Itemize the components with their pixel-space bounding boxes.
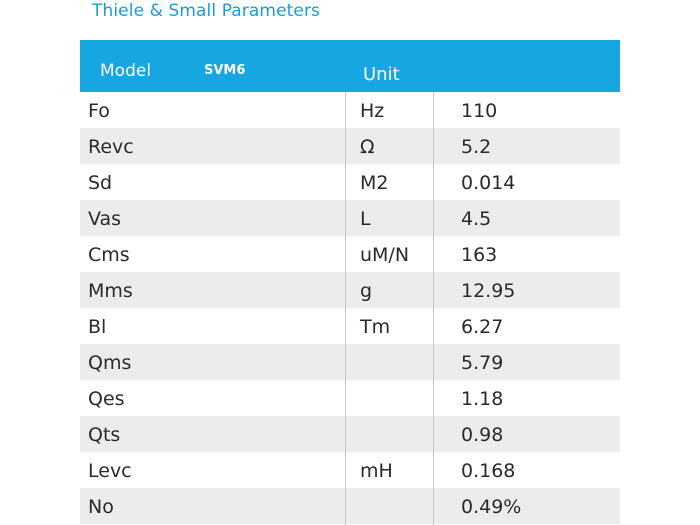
document-title: Thiele & Small Parameters xyxy=(92,1,321,21)
header-model-label: Model xyxy=(100,61,152,81)
table-row: Revc Ω 5.2 xyxy=(80,128,620,164)
param-unit: mH xyxy=(360,460,393,482)
table-body: Fo Hz 110 Revc Ω 5.2 Sd M2 0.014 Vas L 4.5 Cms uM/N 16… xyxy=(80,92,620,524)
parameters-table: Model SVM6 Unit Fo Hz 110 Revc Ω 5.2 Sd M2 0.014… xyxy=(80,40,620,524)
table-row: Cms uM/N 163 xyxy=(80,236,620,272)
param-value: 6.27 xyxy=(461,316,504,338)
param-name: Levc xyxy=(88,460,132,482)
param-value: 4.5 xyxy=(461,208,492,230)
table-row: Levc mH 0.168 xyxy=(80,452,620,488)
param-value: 0.168 xyxy=(461,460,516,482)
table-header: Model SVM6 Unit xyxy=(80,40,620,92)
table-row: Vas L 4.5 xyxy=(80,200,620,236)
param-name: No xyxy=(88,496,114,518)
param-value: 0.98 xyxy=(461,424,504,446)
table-row: No 0.49% xyxy=(80,488,620,524)
param-name: Vas xyxy=(88,208,122,230)
param-value: 0.49% xyxy=(461,496,522,518)
param-unit: Ω xyxy=(360,136,375,158)
column-divider-unit xyxy=(345,92,346,525)
table-row: Qes 1.18 xyxy=(80,380,620,416)
param-value: 110 xyxy=(461,100,498,122)
param-unit: Tm xyxy=(360,316,391,338)
table-row: Mms g 12.95 xyxy=(80,272,620,308)
param-name: Qes xyxy=(88,388,125,410)
param-unit: g xyxy=(360,280,373,302)
table-row: Bl Tm 6.27 xyxy=(80,308,620,344)
param-unit: L xyxy=(360,208,371,230)
param-unit: M2 xyxy=(360,172,389,194)
param-value: 5.79 xyxy=(461,352,504,374)
param-name: Qms xyxy=(88,352,132,374)
param-name: Revc xyxy=(88,136,134,158)
header-model-value: SVM6 xyxy=(204,63,246,78)
table-row: Qts 0.98 xyxy=(80,416,620,452)
header-unit-label: Unit xyxy=(363,64,400,85)
param-name: Sd xyxy=(88,172,113,194)
param-value: 12.95 xyxy=(461,280,516,302)
param-unit: uM/N xyxy=(360,244,410,266)
param-name: Qts xyxy=(88,424,121,446)
param-name: Bl xyxy=(88,316,107,338)
table-row: Fo Hz 110 xyxy=(80,92,620,128)
param-value: 1.18 xyxy=(461,388,504,410)
param-value: 5.2 xyxy=(461,136,492,158)
param-name: Fo xyxy=(88,100,110,122)
table-row: Qms 5.79 xyxy=(80,344,620,380)
column-divider-value xyxy=(433,92,434,525)
param-name: Mms xyxy=(88,280,133,302)
param-unit: Hz xyxy=(360,100,385,122)
param-value: 163 xyxy=(461,244,498,266)
param-value: 0.014 xyxy=(461,172,516,194)
table-row: Sd M2 0.014 xyxy=(80,164,620,200)
param-name: Cms xyxy=(88,244,130,266)
